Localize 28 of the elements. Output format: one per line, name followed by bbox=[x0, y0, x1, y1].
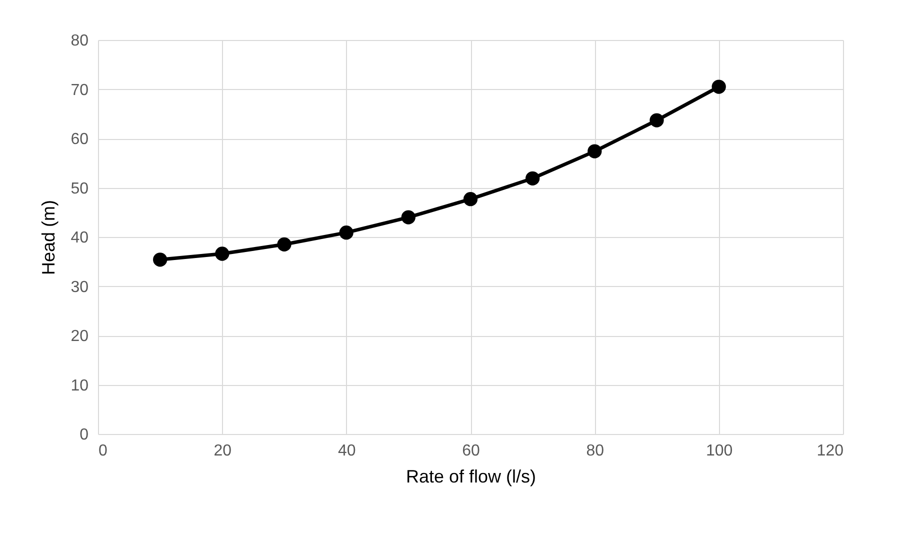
point bbox=[650, 113, 664, 128]
point bbox=[215, 246, 230, 261]
y-tick-label: 80 bbox=[70, 32, 89, 50]
point bbox=[463, 192, 478, 206]
y-tick-label: 10 bbox=[70, 377, 89, 394]
y-axis-title: Head (m) bbox=[38, 200, 59, 276]
y-tick-label: 20 bbox=[70, 328, 89, 345]
point bbox=[401, 210, 416, 224]
x-tick-label: 60 bbox=[462, 442, 480, 460]
point bbox=[526, 171, 540, 186]
y-tick-label: 60 bbox=[70, 131, 89, 148]
y-tick-label: 0 bbox=[80, 426, 89, 444]
x-tick-label: 40 bbox=[338, 442, 356, 460]
x-tick-label: 20 bbox=[214, 442, 232, 460]
point bbox=[588, 144, 602, 158]
y-tick-label: 30 bbox=[70, 278, 89, 296]
x-tick-label: 80 bbox=[586, 442, 604, 460]
x-axis-title: Rate of flow (l/s) bbox=[406, 466, 536, 486]
point bbox=[153, 252, 168, 267]
y-tick-label: 40 bbox=[70, 230, 89, 246]
x-tick-label: 0 bbox=[98, 442, 108, 460]
point bbox=[277, 237, 292, 252]
x-tick-label: 120 bbox=[816, 442, 844, 460]
point bbox=[712, 80, 726, 94]
point bbox=[339, 226, 354, 240]
y-tick-label: 50 bbox=[70, 180, 89, 198]
x-tick-label: 100 bbox=[706, 442, 733, 460]
y-tick-label: 70 bbox=[70, 82, 89, 99]
